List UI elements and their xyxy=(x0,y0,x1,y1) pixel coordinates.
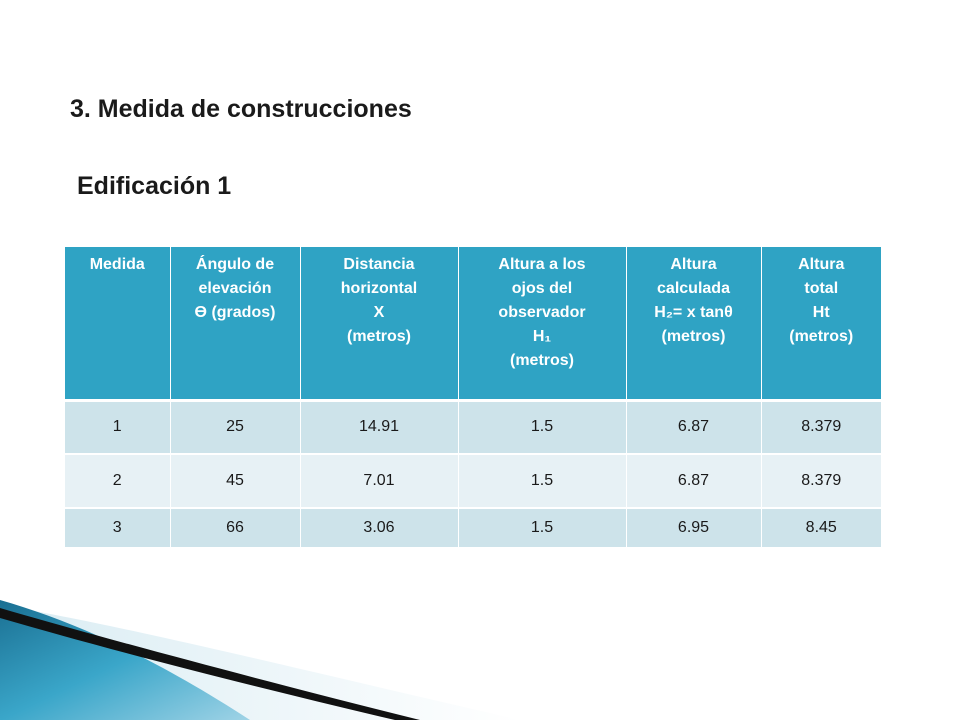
header-line: ojos del xyxy=(511,280,573,297)
table-cell: 7.01 xyxy=(300,454,459,509)
header-line: elevación xyxy=(198,280,272,297)
table-cell: 6.87 xyxy=(626,454,762,509)
table-cell: 3.06 xyxy=(300,508,459,549)
header-line: Altura a los xyxy=(498,256,586,273)
header-line: horizontal xyxy=(340,280,418,297)
table-cell: 3 xyxy=(65,508,171,549)
table-row: 2 45 7.01 1.5 6.87 8.379 xyxy=(65,454,881,509)
header-line: (metros) xyxy=(346,328,411,345)
header-line: H₂= x tanθ xyxy=(654,304,733,321)
table-cell: 2 xyxy=(65,454,171,509)
table-cell: 45 xyxy=(170,454,301,509)
decorative-swoosh xyxy=(0,600,520,720)
header-line: X xyxy=(373,304,385,321)
header-line: Distancia xyxy=(343,256,415,273)
header-altura-total: Altura total Ht (metros) xyxy=(761,247,881,402)
table-cell: 6.95 xyxy=(626,508,762,549)
table-row: 3 66 3.06 1.5 6.95 8.45 xyxy=(65,508,881,549)
header-line: calculada xyxy=(657,280,730,297)
header-line: (metros) xyxy=(509,352,574,369)
header-line: (metros) xyxy=(789,328,854,345)
header-line: Ángulo de xyxy=(195,256,275,273)
header-line: H₁ xyxy=(532,328,552,345)
header-altura-calculada: Altura calculada H₂= x tanθ (metros) xyxy=(626,247,762,402)
measurements-table-container: Medida Ángulo de elevación ϴ (grados) Di… xyxy=(65,247,881,549)
table-cell: 1.5 xyxy=(458,508,627,549)
table-cell: 66 xyxy=(170,508,301,549)
header-line: observador xyxy=(498,304,586,321)
table-cell: 1 xyxy=(65,400,171,455)
table-cell: 8.379 xyxy=(761,400,881,455)
table-cell: 8.45 xyxy=(761,508,881,549)
table-cell: 25 xyxy=(170,400,301,455)
table-row: 1 25 14.91 1.5 6.87 8.379 xyxy=(65,400,881,455)
header-angulo: Ángulo de elevación ϴ (grados) xyxy=(170,247,301,402)
header-medida: Medida xyxy=(65,247,171,402)
building-subheading: Edificación 1 xyxy=(77,172,232,200)
table-cell: 1.5 xyxy=(458,400,627,455)
table-cell: 1.5 xyxy=(458,454,627,509)
table-cell: 8.379 xyxy=(761,454,881,509)
header-line: Altura xyxy=(670,256,717,273)
table-header-row: Medida Ángulo de elevación ϴ (grados) Di… xyxy=(65,247,881,402)
section-heading: 3. Medida de construcciones xyxy=(70,95,412,123)
header-line: ϴ (grados) xyxy=(194,304,276,321)
table-cell: 14.91 xyxy=(300,400,459,455)
header-distancia: Distancia horizontal X (metros) xyxy=(300,247,459,402)
header-line: Medida xyxy=(89,256,145,273)
measurements-table: Medida Ángulo de elevación ϴ (grados) Di… xyxy=(65,247,881,549)
table-cell: 6.87 xyxy=(626,400,762,455)
header-line: total xyxy=(804,280,839,297)
header-altura-ojos: Altura a los ojos del observador H₁ (met… xyxy=(458,247,627,402)
header-line: Ht xyxy=(812,304,830,321)
header-line: (metros) xyxy=(661,328,726,345)
header-line: Altura xyxy=(798,256,845,273)
